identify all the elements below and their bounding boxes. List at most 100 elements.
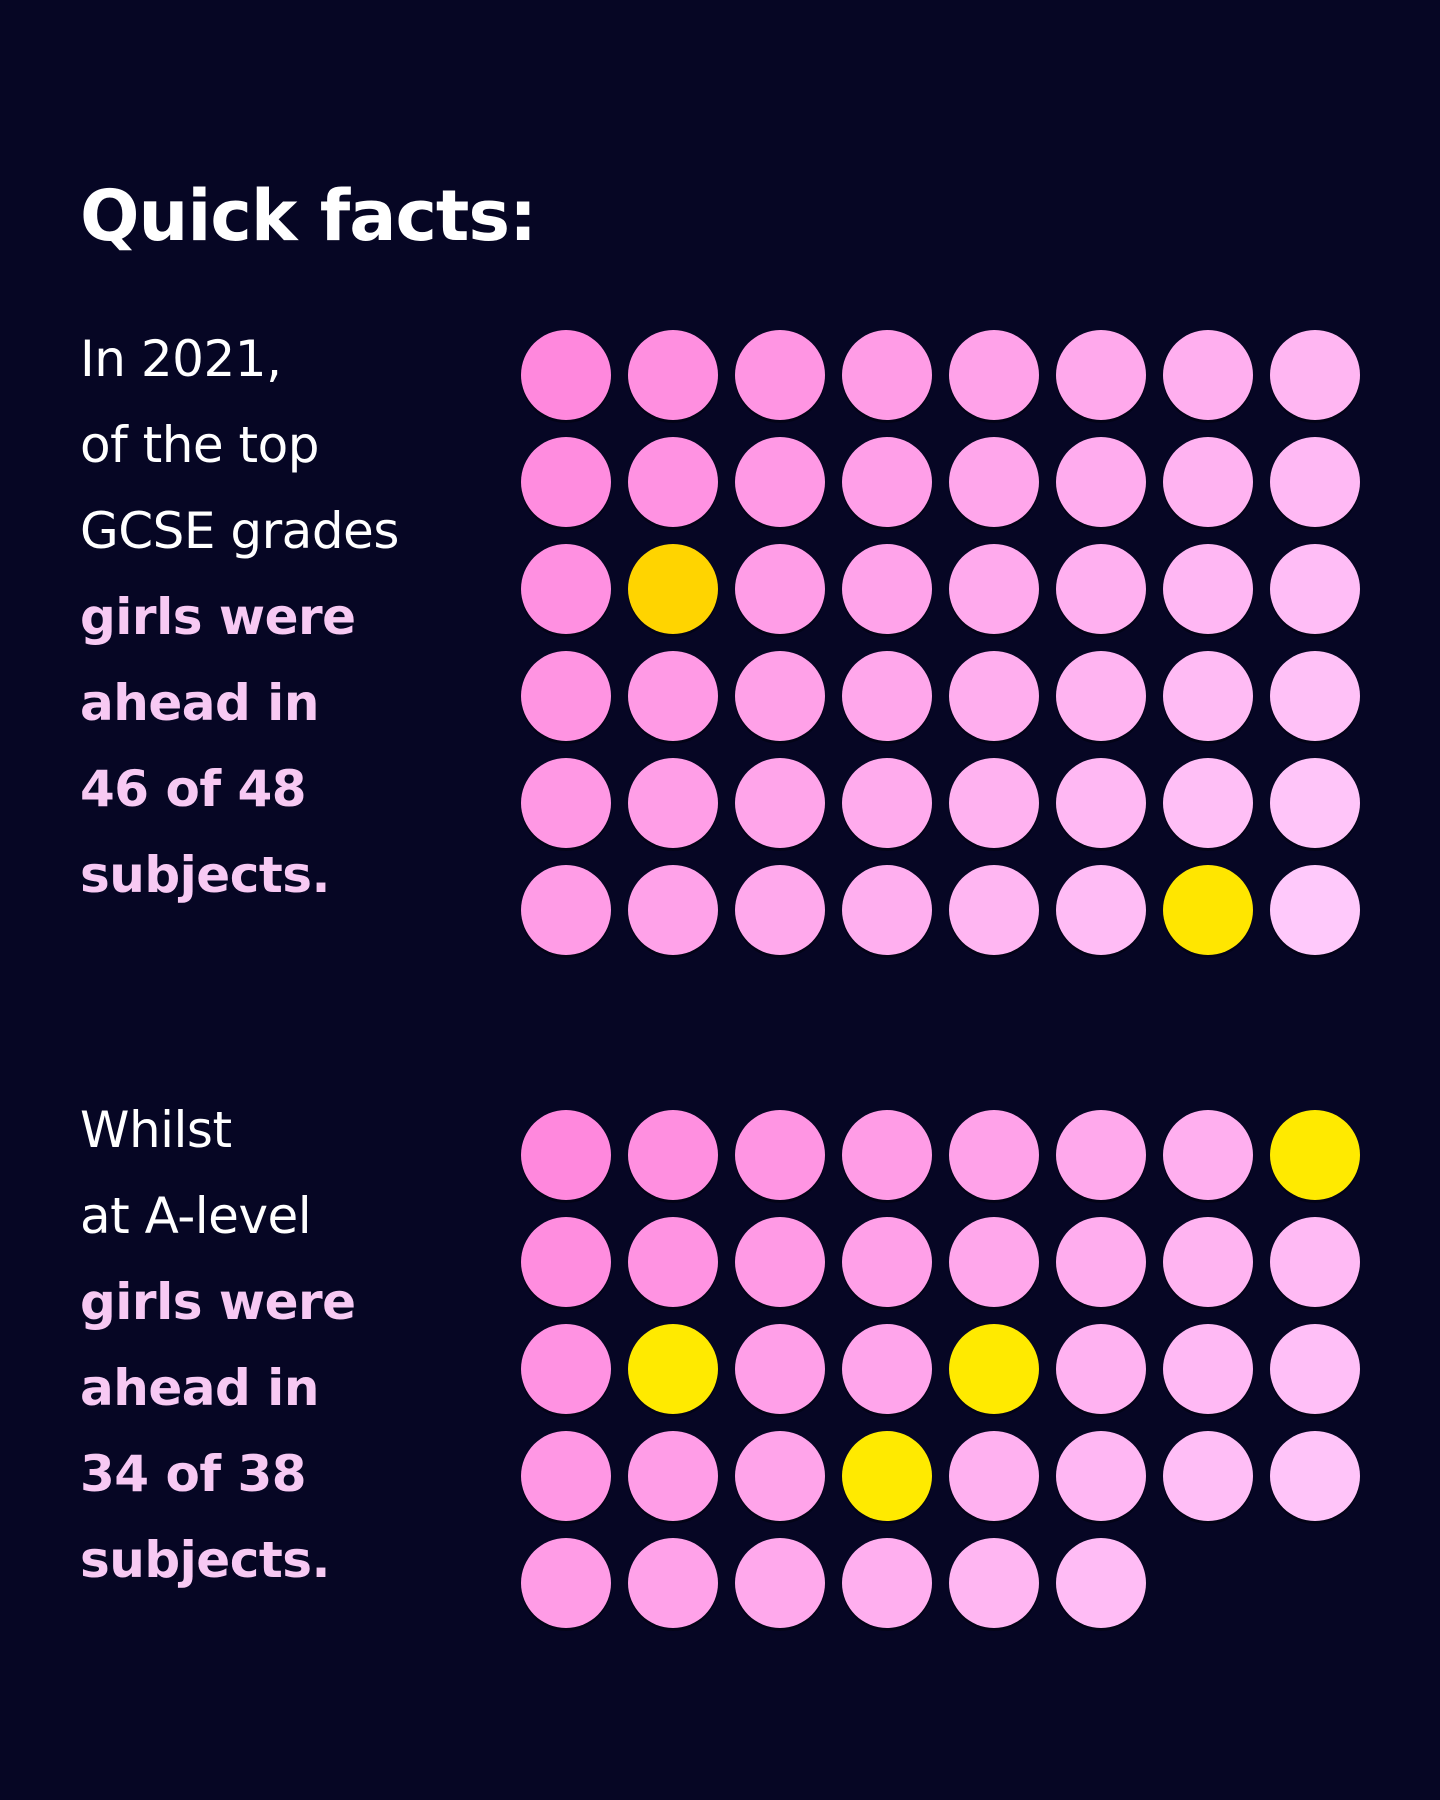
subject-dot-girls-ahead	[1056, 544, 1146, 634]
subject-dot-girls-ahead	[735, 1217, 825, 1307]
gcse-text-line: girls were	[80, 588, 356, 646]
subject-dot-girls-ahead	[1056, 330, 1146, 420]
subject-dot-girls-ahead	[521, 758, 611, 848]
gcse-text-line: of the top	[80, 416, 319, 474]
subject-dot-girls-ahead	[735, 544, 825, 634]
subject-dot-girls-ahead	[949, 1110, 1039, 1200]
subject-dot-girls-ahead	[1056, 437, 1146, 527]
subject-dot-girls-ahead	[735, 330, 825, 420]
subject-dot-girls-ahead	[628, 1538, 718, 1628]
subject-dot-girls-ahead	[1163, 1324, 1253, 1414]
subject-dot-girls-ahead	[842, 437, 932, 527]
subject-dot-girls-ahead	[1163, 758, 1253, 848]
subject-dot-girls-ahead	[949, 651, 1039, 741]
subject-dot-boys-ahead	[949, 1324, 1039, 1414]
subject-dot-girls-ahead	[628, 758, 718, 848]
subject-dot-girls-ahead	[735, 1324, 825, 1414]
subject-dot-boys-ahead	[628, 544, 718, 634]
alevel-text-line: Whilst	[80, 1101, 232, 1159]
subject-dot-girls-ahead	[1163, 437, 1253, 527]
subject-dot-girls-ahead	[949, 1538, 1039, 1628]
subject-dot-girls-ahead	[521, 1217, 611, 1307]
subject-dot-girls-ahead	[1163, 1431, 1253, 1521]
subject-dot-girls-ahead	[842, 758, 932, 848]
subject-dot-girls-ahead	[1270, 651, 1360, 741]
subject-dot-girls-ahead	[521, 1324, 611, 1414]
subject-dot-girls-ahead	[735, 865, 825, 955]
subject-dot-girls-ahead	[735, 1538, 825, 1628]
subject-dot-girls-ahead	[735, 758, 825, 848]
subject-dot-girls-ahead	[1056, 1110, 1146, 1200]
alevel-dot-grid	[521, 1110, 1360, 1631]
subject-dot-girls-ahead	[949, 865, 1039, 955]
subject-dot-girls-ahead	[1270, 1324, 1360, 1414]
subject-dot-girls-ahead	[521, 544, 611, 634]
subject-dot-girls-ahead	[1056, 1431, 1146, 1521]
subject-dot-girls-ahead	[842, 1538, 932, 1628]
subject-dot-girls-ahead	[949, 758, 1039, 848]
subject-dot-girls-ahead	[842, 1110, 932, 1200]
alevel-text-line: 34 of 38	[80, 1445, 307, 1503]
gcse-text-line: GCSE grades	[80, 502, 399, 560]
subject-dot-girls-ahead	[1056, 758, 1146, 848]
gcse-text-line: In 2021,	[80, 330, 282, 388]
gcse-fact-text: In 2021, of the top GCSE grades girls we…	[80, 316, 399, 918]
subject-dot-girls-ahead	[842, 651, 932, 741]
subject-dot-girls-ahead	[1056, 1538, 1146, 1628]
subject-dot-girls-ahead	[521, 1110, 611, 1200]
subject-dot-girls-ahead	[949, 1431, 1039, 1521]
subject-dot-girls-ahead	[628, 330, 718, 420]
subject-dot-girls-ahead	[842, 1324, 932, 1414]
gcse-dot-grid	[521, 330, 1360, 958]
subject-dot-girls-ahead	[842, 1217, 932, 1307]
subject-dot-girls-ahead	[628, 865, 718, 955]
subject-dot-girls-ahead	[949, 330, 1039, 420]
subject-dot-girls-ahead	[1163, 651, 1253, 741]
gcse-text-line: 46 of 48	[80, 760, 307, 818]
subject-dot-girls-ahead	[1056, 1217, 1146, 1307]
subject-dot-girls-ahead	[1270, 1431, 1360, 1521]
subject-dot-girls-ahead	[521, 330, 611, 420]
subject-dot-girls-ahead	[949, 544, 1039, 634]
subject-dot-girls-ahead	[1163, 544, 1253, 634]
subject-dot-girls-ahead	[842, 330, 932, 420]
subject-dot-girls-ahead	[735, 437, 825, 527]
subject-dot-girls-ahead	[1270, 330, 1360, 420]
subject-dot-girls-ahead	[949, 437, 1039, 527]
subject-dot-girls-ahead	[1270, 865, 1360, 955]
subject-dot-girls-ahead	[735, 651, 825, 741]
subject-dot-girls-ahead	[628, 437, 718, 527]
subject-dot-girls-ahead	[1270, 758, 1360, 848]
subject-dot-girls-ahead	[1056, 651, 1146, 741]
alevel-fact-text: Whilst at A-level girls were ahead in 34…	[80, 1087, 356, 1603]
subject-dot-girls-ahead	[521, 437, 611, 527]
subject-dot-girls-ahead	[1056, 865, 1146, 955]
subject-dot-girls-ahead	[735, 1431, 825, 1521]
subject-dot-girls-ahead	[1163, 1110, 1253, 1200]
subject-dot-girls-ahead	[521, 1431, 611, 1521]
subject-dot-girls-ahead	[842, 865, 932, 955]
subject-dot-girls-ahead	[949, 1217, 1039, 1307]
subject-dot-girls-ahead	[521, 865, 611, 955]
subject-dot-girls-ahead	[1270, 437, 1360, 527]
subject-dot-girls-ahead	[1163, 1217, 1253, 1307]
subject-dot-girls-ahead	[1056, 1324, 1146, 1414]
subject-dot-girls-ahead	[1163, 330, 1253, 420]
subject-dot-girls-ahead	[628, 1431, 718, 1521]
subject-dot-boys-ahead	[842, 1431, 932, 1521]
subject-dot-boys-ahead	[628, 1324, 718, 1414]
subject-dot-girls-ahead	[628, 1110, 718, 1200]
alevel-text-line: ahead in	[80, 1359, 319, 1417]
alevel-text-line: at A-level	[80, 1187, 312, 1245]
subject-dot-boys-ahead	[1163, 865, 1253, 955]
subject-dot-girls-ahead	[1270, 1217, 1360, 1307]
subject-dot-boys-ahead	[1270, 1110, 1360, 1200]
alevel-text-line: girls were	[80, 1273, 356, 1331]
gcse-text-line: subjects.	[80, 846, 330, 904]
subject-dot-girls-ahead	[628, 1217, 718, 1307]
subject-dot-girls-ahead	[628, 651, 718, 741]
subject-dot-girls-ahead	[521, 651, 611, 741]
gcse-text-line: ahead in	[80, 674, 319, 732]
subject-dot-girls-ahead	[521, 1538, 611, 1628]
subject-dot-girls-ahead	[735, 1110, 825, 1200]
